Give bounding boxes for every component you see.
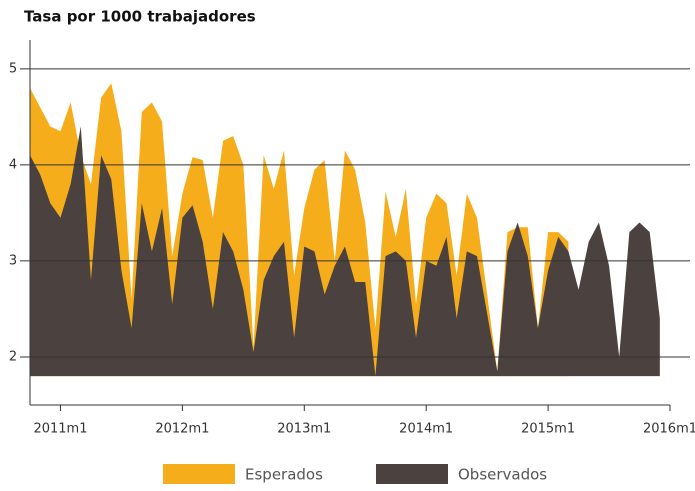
- y-tick-label: 2: [9, 349, 17, 364]
- area: [30, 126, 660, 377]
- y-tick-label: 4: [9, 157, 17, 172]
- x-tick-label: 2014m1: [399, 422, 453, 437]
- x-tick-label: 2016m1: [643, 422, 695, 437]
- x-tick-label: 2012m1: [155, 422, 209, 437]
- legend-swatch: [376, 464, 448, 484]
- x-tick-label: 2013m1: [277, 422, 331, 437]
- chart-title: Tasa por 1000 trabajadores: [24, 8, 256, 26]
- y-tick-label: 3: [9, 253, 17, 268]
- x-tick-label: 2011m1: [33, 422, 87, 437]
- legend-swatch: [163, 464, 235, 484]
- x-tick-label: 2015m1: [521, 422, 575, 437]
- legend-label: Esperados: [245, 466, 323, 484]
- legend-label: Observados: [458, 466, 547, 484]
- y-tick-label: 5: [9, 61, 17, 76]
